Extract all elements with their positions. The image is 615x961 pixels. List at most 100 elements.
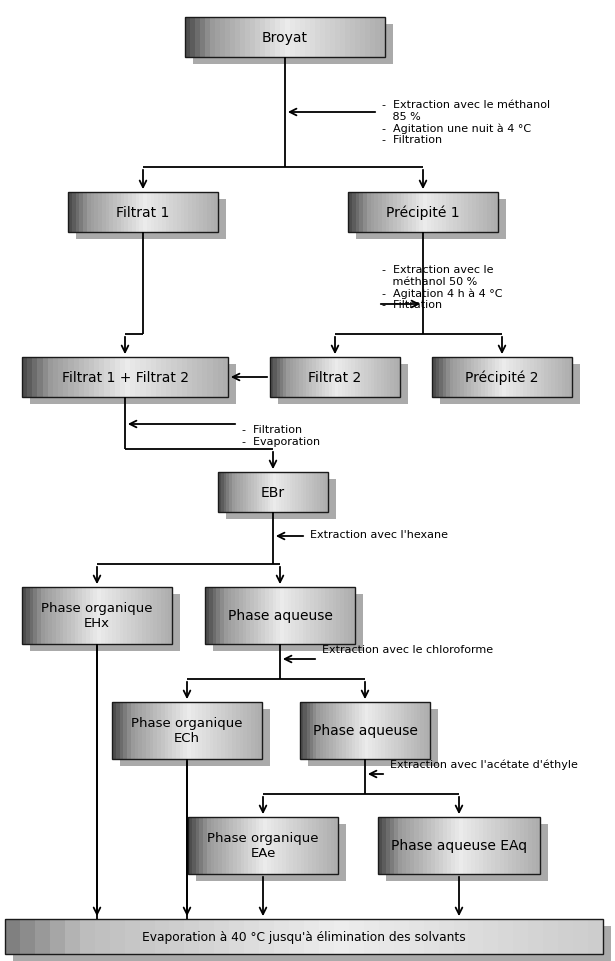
Bar (229, 919, 244, 954)
Bar (390, 817, 394, 875)
Bar (312, 817, 315, 875)
Bar (203, 817, 207, 875)
Bar (276, 587, 280, 644)
Bar (370, 193, 375, 233)
Bar (322, 357, 325, 398)
Bar (147, 193, 151, 233)
Bar (362, 702, 365, 759)
Bar (463, 817, 467, 875)
Bar (485, 357, 488, 398)
Bar (334, 817, 338, 875)
Bar (298, 473, 301, 512)
Bar (275, 18, 280, 58)
Bar (320, 702, 323, 759)
Text: Phase organique
EHx: Phase organique EHx (41, 602, 153, 629)
Bar (474, 357, 477, 398)
Bar (125, 919, 140, 954)
Bar (215, 18, 220, 58)
Bar (228, 702, 232, 759)
Bar (273, 357, 277, 398)
Bar (280, 357, 283, 398)
Bar (461, 193, 464, 233)
Bar (312, 473, 314, 512)
Bar (115, 357, 120, 398)
Bar (221, 702, 224, 759)
Bar (85, 587, 90, 644)
Bar (371, 702, 375, 759)
Bar (292, 587, 295, 644)
FancyBboxPatch shape (120, 709, 270, 766)
Bar (336, 702, 339, 759)
Bar (355, 702, 359, 759)
Bar (231, 587, 235, 644)
Bar (116, 702, 119, 759)
Bar (180, 702, 183, 759)
Bar (306, 702, 310, 759)
Bar (48, 357, 53, 398)
Bar (547, 357, 551, 398)
Bar (334, 919, 349, 954)
Bar (192, 357, 197, 398)
Bar (467, 817, 471, 875)
Bar (533, 357, 537, 398)
Bar (20, 919, 35, 954)
Bar (330, 18, 335, 58)
Bar (424, 919, 438, 954)
Bar (177, 357, 181, 398)
Bar (368, 702, 371, 759)
Bar (317, 473, 320, 512)
Bar (378, 193, 382, 233)
Bar (166, 357, 172, 398)
Bar (319, 817, 323, 875)
Bar (481, 357, 485, 398)
Bar (196, 193, 199, 233)
Bar (106, 193, 109, 233)
Bar (588, 919, 603, 954)
Bar (290, 18, 295, 58)
Bar (270, 18, 275, 58)
Bar (41, 587, 44, 644)
Bar (142, 587, 146, 644)
Bar (138, 587, 142, 644)
Bar (430, 193, 434, 233)
Bar (239, 587, 242, 644)
Bar (161, 357, 166, 398)
Bar (319, 919, 334, 954)
Bar (157, 702, 161, 759)
Bar (438, 919, 453, 954)
Bar (172, 357, 177, 398)
Bar (273, 473, 276, 512)
Bar (451, 817, 455, 875)
Bar (223, 473, 226, 512)
Bar (94, 357, 99, 398)
Bar (427, 702, 430, 759)
Bar (415, 817, 418, 875)
Bar (169, 587, 172, 644)
Bar (90, 193, 94, 233)
Bar (430, 817, 435, 875)
Bar (146, 357, 151, 398)
Bar (139, 193, 143, 233)
Bar (494, 193, 498, 233)
Bar (384, 357, 387, 398)
Bar (240, 473, 243, 512)
Bar (52, 587, 56, 644)
Text: -  Extraction avec le
   méthanol 50 %
-  Agitation 4 h à 4 °C
-  Filtration: - Extraction avec le méthanol 50 % - Agi… (382, 264, 502, 310)
Bar (504, 817, 507, 875)
Bar (309, 357, 312, 398)
Bar (457, 193, 461, 233)
Bar (295, 473, 298, 512)
Bar (315, 18, 320, 58)
Bar (394, 357, 397, 398)
Bar (530, 357, 533, 398)
Bar (358, 357, 361, 398)
Bar (108, 587, 112, 644)
Bar (404, 193, 408, 233)
Bar (192, 817, 196, 875)
Bar (258, 702, 262, 759)
Bar (264, 473, 268, 512)
Bar (293, 357, 296, 398)
Bar (135, 357, 140, 398)
Bar (229, 817, 233, 875)
Bar (416, 193, 419, 233)
